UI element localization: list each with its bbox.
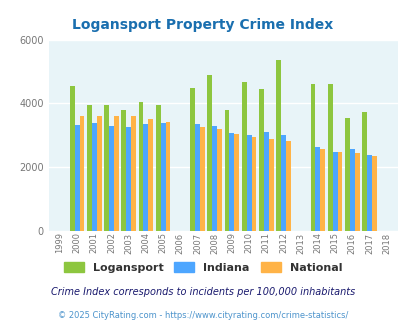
Bar <box>258 89 263 231</box>
Bar <box>126 127 131 231</box>
Bar <box>139 102 143 231</box>
Bar <box>275 60 280 231</box>
Bar <box>263 132 268 231</box>
Bar <box>229 133 234 231</box>
Bar <box>121 110 126 231</box>
Bar <box>131 116 136 231</box>
Bar <box>366 155 371 231</box>
Bar <box>207 75 212 231</box>
Bar <box>109 126 114 231</box>
Bar <box>344 118 349 231</box>
Bar <box>190 88 195 231</box>
Bar <box>217 129 222 231</box>
Bar <box>315 148 320 231</box>
Bar <box>224 110 229 231</box>
Bar <box>114 115 118 231</box>
Bar <box>371 156 376 231</box>
Bar <box>349 149 354 231</box>
Bar <box>70 86 75 231</box>
Text: Logansport Property Crime Index: Logansport Property Crime Index <box>72 18 333 32</box>
Bar <box>96 115 101 231</box>
Bar <box>268 139 273 231</box>
Bar <box>320 149 324 231</box>
Bar <box>87 105 92 231</box>
Bar <box>354 153 359 231</box>
Bar <box>251 137 256 231</box>
Bar <box>148 119 153 231</box>
Bar <box>104 105 109 231</box>
Text: © 2025 CityRating.com - https://www.cityrating.com/crime-statistics/: © 2025 CityRating.com - https://www.city… <box>58 311 347 320</box>
Bar <box>156 105 160 231</box>
Legend: Logansport, Indiana, National: Logansport, Indiana, National <box>59 258 346 278</box>
Bar <box>143 124 148 231</box>
Bar <box>310 84 315 231</box>
Text: Crime Index corresponds to incidents per 100,000 inhabitants: Crime Index corresponds to incidents per… <box>51 287 354 297</box>
Bar <box>280 135 285 231</box>
Bar <box>160 123 165 231</box>
Bar <box>234 134 239 231</box>
Bar <box>361 112 366 231</box>
Bar <box>79 116 84 231</box>
Bar <box>195 124 199 231</box>
Bar <box>241 82 246 231</box>
Bar <box>75 125 79 231</box>
Bar <box>92 123 96 231</box>
Bar <box>199 127 204 231</box>
Bar <box>327 84 332 231</box>
Bar <box>212 126 217 231</box>
Bar <box>337 152 341 231</box>
Bar <box>246 135 251 231</box>
Bar <box>332 151 337 231</box>
Bar <box>285 141 290 231</box>
Bar <box>165 121 170 231</box>
